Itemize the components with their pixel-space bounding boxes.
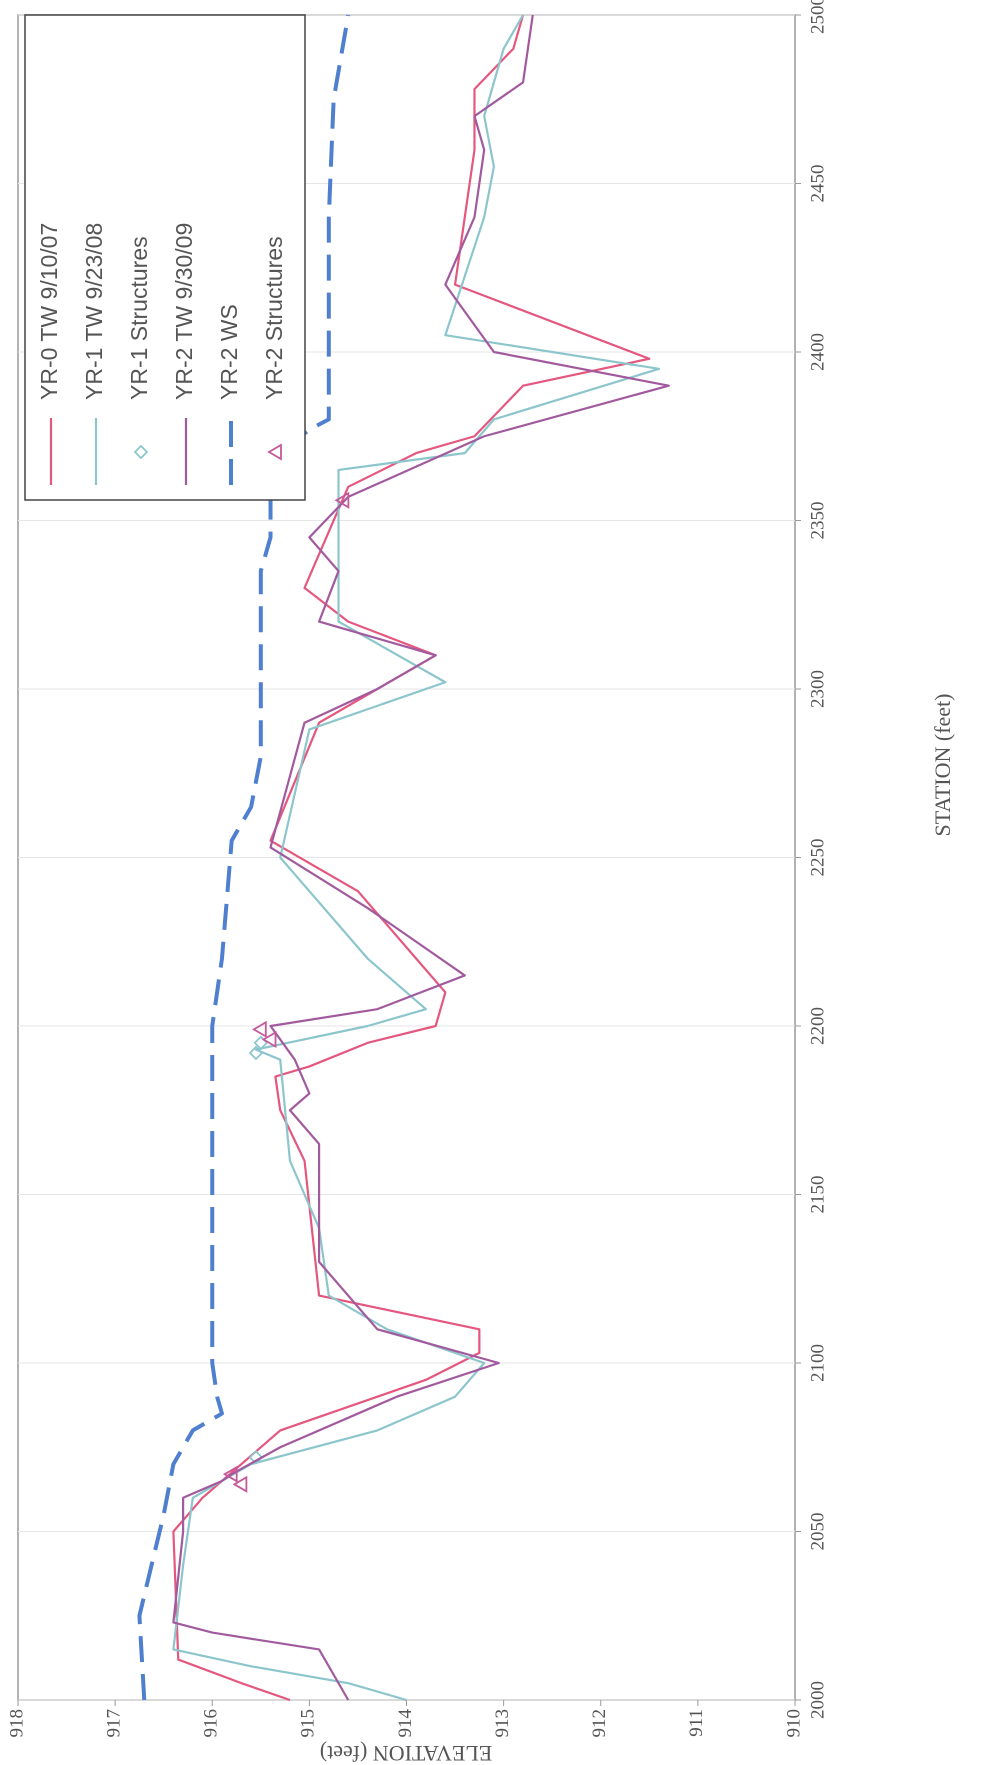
y-tick-label: 915 — [298, 1709, 319, 1738]
y-axis-title: ELEVATION (feet) — [320, 1741, 492, 1765]
triangle-marker — [222, 1465, 238, 1483]
y-tick-label: 914 — [395, 1709, 416, 1738]
series-line — [137, 14, 351, 1701]
legend-box — [24, 14, 306, 501]
triangle-marker — [334, 491, 350, 509]
legend-label: YR-2 TW 9/30/09 — [171, 223, 197, 400]
x-tick-label: 2100 — [807, 1344, 828, 1382]
x-tick-label: 2050 — [807, 1513, 828, 1551]
y-tick-label: 916 — [201, 1709, 222, 1738]
y-tick-label: 917 — [103, 1709, 124, 1738]
x-tick-label: 2200 — [807, 1007, 828, 1045]
triangle-marker — [267, 443, 282, 461]
rotated-chart: STATION (feet) ELEVATION (feet) 2000 2050… — [6, 0, 955, 1765]
x-tick-label: 2250 — [807, 839, 828, 877]
x-tick-label: 2400 — [807, 333, 828, 371]
x-tick-label: 2350 — [807, 502, 828, 540]
legend-label: YR-0 TW 9/10/07 — [36, 223, 62, 400]
legend-label: YR-2 WS — [216, 304, 242, 400]
x-tick-label: 2000 — [807, 1681, 828, 1719]
triangle-marker — [252, 1020, 267, 1038]
diamond-marker — [253, 1035, 269, 1051]
y-tick-label: 910 — [783, 1709, 804, 1738]
y-tick-label: 913 — [492, 1709, 513, 1738]
diamond-marker — [133, 444, 149, 460]
y-tick-label: 911 — [686, 1709, 707, 1737]
triangle-marker — [261, 1030, 277, 1049]
y-tick-label: 918 — [6, 1709, 27, 1738]
x-tick-label: 2300 — [807, 670, 828, 708]
x-axis-title: STATION (feet) — [930, 693, 955, 836]
x-tick-label: 2450 — [807, 165, 828, 203]
x-tick-label: 2500 — [807, 0, 828, 34]
y-tick-label: 912 — [589, 1709, 610, 1738]
x-tick-label: 2150 — [807, 1176, 828, 1214]
legend-label: YR-2 Structures — [261, 236, 287, 400]
diamond-marker — [248, 1045, 264, 1061]
legend-label: YR-1 Structures — [126, 236, 152, 400]
legend-label: YR-1 TW 9/23/08 — [81, 223, 107, 400]
series-line — [172, 14, 670, 1701]
triangle-marker — [232, 1475, 248, 1493]
